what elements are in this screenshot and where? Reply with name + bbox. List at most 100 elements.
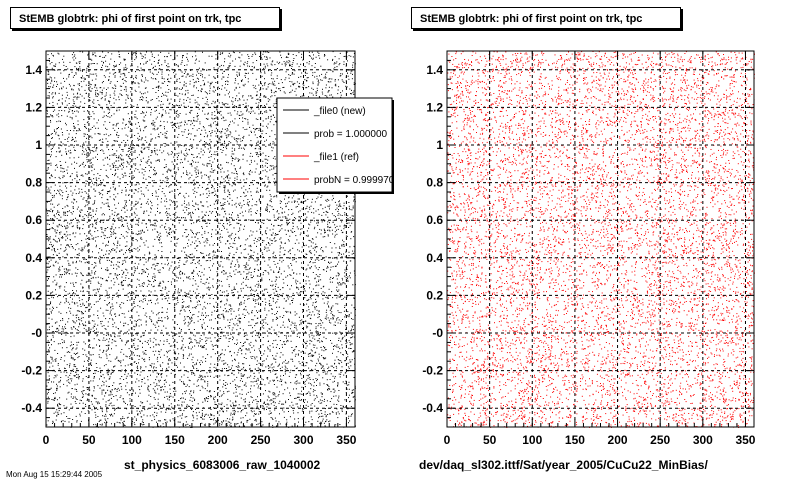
data-point xyxy=(198,257,200,258)
data-point xyxy=(66,244,68,246)
data-point xyxy=(341,277,343,279)
data-point xyxy=(325,415,327,417)
data-point xyxy=(131,116,133,118)
data-point xyxy=(256,91,258,93)
data-point xyxy=(170,228,172,230)
data-point xyxy=(64,211,66,213)
data-point xyxy=(315,292,317,293)
data-point xyxy=(203,347,205,349)
data-point xyxy=(120,89,122,91)
data-point xyxy=(208,55,210,57)
data-point xyxy=(138,284,140,285)
data-point xyxy=(114,409,116,411)
data-point xyxy=(153,61,155,62)
data-point xyxy=(82,380,84,382)
data-point xyxy=(95,150,97,152)
data-point xyxy=(325,210,327,212)
data-point xyxy=(188,239,190,241)
data-point xyxy=(193,125,195,127)
data-point xyxy=(230,263,232,265)
data-point xyxy=(267,335,269,337)
data-point xyxy=(133,266,135,268)
data-point xyxy=(91,59,93,61)
data-point xyxy=(169,420,171,422)
data-point xyxy=(342,405,344,407)
data-point xyxy=(203,268,205,270)
data-point xyxy=(101,190,103,191)
data-point xyxy=(304,380,306,382)
data-point xyxy=(54,230,56,232)
data-point xyxy=(92,380,94,382)
data-point xyxy=(209,82,211,84)
data-point xyxy=(225,303,227,305)
data-point xyxy=(204,301,206,303)
data-point xyxy=(312,311,314,313)
data-point xyxy=(207,113,209,115)
data-point xyxy=(233,190,234,192)
data-point xyxy=(187,214,189,216)
data-point xyxy=(339,52,341,54)
data-point xyxy=(237,423,239,424)
data-point xyxy=(146,106,148,108)
data-point xyxy=(48,349,50,351)
data-point xyxy=(236,248,238,250)
data-point xyxy=(48,298,50,299)
data-point xyxy=(120,351,122,353)
data-point xyxy=(337,272,339,274)
data-point xyxy=(213,86,215,88)
data-point xyxy=(174,307,176,309)
data-point xyxy=(136,363,137,364)
data-point xyxy=(337,214,339,216)
data-point xyxy=(234,78,236,80)
data-point xyxy=(116,356,118,358)
data-point xyxy=(255,413,257,415)
data-point xyxy=(83,142,85,144)
data-point xyxy=(130,363,132,365)
data-point xyxy=(92,164,94,166)
data-point xyxy=(326,71,328,73)
data-point xyxy=(57,331,59,333)
data-point xyxy=(125,102,127,104)
data-point xyxy=(273,238,275,240)
data-point xyxy=(316,334,318,336)
data-point xyxy=(267,346,269,348)
data-point xyxy=(97,385,99,387)
data-point xyxy=(334,425,336,427)
data-point xyxy=(245,210,246,212)
data-point xyxy=(293,350,295,352)
data-point xyxy=(222,198,224,200)
data-point xyxy=(242,127,244,129)
data-point xyxy=(49,143,51,144)
data-point xyxy=(72,206,74,208)
data-point xyxy=(316,222,318,224)
data-point xyxy=(101,231,103,233)
data-point xyxy=(349,272,351,274)
data-point xyxy=(230,142,232,144)
data-point xyxy=(214,310,216,312)
data-point xyxy=(170,395,172,397)
data-point xyxy=(64,206,66,208)
data-point xyxy=(250,140,252,142)
data-point xyxy=(249,418,251,420)
data-point xyxy=(210,327,212,329)
data-point xyxy=(271,72,273,74)
data-point xyxy=(261,355,263,356)
data-point xyxy=(104,214,105,216)
data-point xyxy=(105,289,107,291)
data-point xyxy=(116,247,118,249)
data-point xyxy=(303,288,305,289)
data-point xyxy=(341,366,343,368)
data-point xyxy=(252,319,254,321)
data-point xyxy=(129,390,131,391)
data-point xyxy=(47,402,49,404)
data-point xyxy=(156,384,158,386)
data-point xyxy=(55,165,57,166)
data-point xyxy=(140,150,142,152)
data-point xyxy=(84,79,86,80)
data-point xyxy=(91,320,93,322)
data-point xyxy=(145,167,147,168)
data-point xyxy=(243,374,245,376)
data-point xyxy=(132,334,134,336)
data-point xyxy=(194,62,196,64)
data-point xyxy=(100,406,102,408)
